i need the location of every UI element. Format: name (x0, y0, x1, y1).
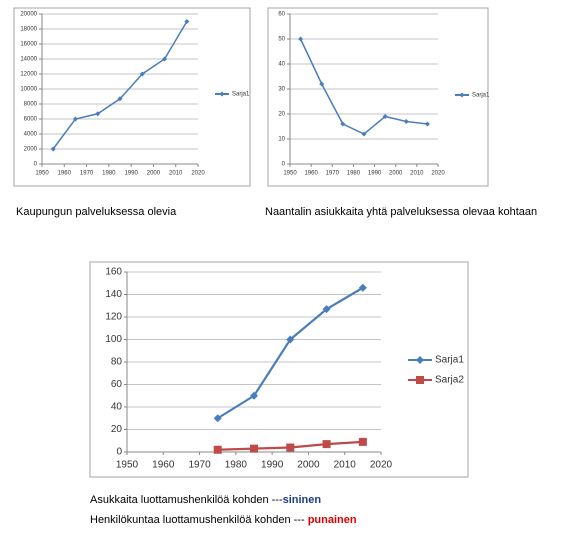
marker (139, 71, 145, 77)
caption: Naantalin asiukkaita yhtä palveluksessa … (265, 206, 538, 218)
legend-label: Sarja1 (232, 92, 250, 98)
x-tick-label: 1950 (283, 171, 297, 177)
y-tick-label: 0 (282, 162, 286, 168)
y-tick-label: 140 (105, 289, 122, 300)
marker (72, 116, 78, 122)
x-tick-label: 1950 (35, 171, 49, 177)
note: Henkilökuntaa luottamushenkilöä kohden -… (90, 514, 357, 526)
marker (322, 305, 331, 314)
y-tick-label: 10 (278, 137, 285, 143)
x-tick-label: 2000 (297, 460, 320, 471)
x-tick-label: 1980 (225, 460, 248, 471)
x-tick-label: 2010 (410, 171, 424, 177)
marker (424, 121, 430, 127)
x-tick-label: 1990 (261, 460, 284, 471)
y-tick-label: 60 (278, 12, 285, 18)
chart-frame (89, 261, 469, 478)
marker (322, 440, 331, 449)
x-tick-label: 1960 (304, 171, 318, 177)
y-tick-label: 20 (111, 424, 123, 435)
marker (250, 444, 258, 453)
y-tick-label: 120 (105, 312, 122, 323)
x-tick-label: 2000 (389, 171, 403, 177)
chart-frame (267, 7, 489, 187)
y-tick-label: 80 (111, 357, 123, 368)
y-tick-label: 2000 (24, 147, 38, 153)
y-tick-label: 14000 (20, 57, 37, 63)
x-tick-label: 1990 (368, 171, 382, 177)
marker (358, 283, 367, 292)
y-tick-label: 20000 (20, 12, 37, 18)
y-tick-label: 100 (105, 334, 122, 345)
y-tick-label: 16000 (20, 42, 37, 48)
x-tick-label: 1990 (124, 171, 138, 177)
x-tick-label: 1970 (80, 171, 94, 177)
marker (361, 131, 367, 137)
legend-marker (416, 356, 424, 364)
x-tick-label: 1960 (152, 460, 175, 471)
y-tick-label: 10000 (20, 87, 37, 93)
x-tick-label: 2000 (147, 171, 161, 177)
y-tick-label: 8000 (24, 102, 38, 108)
chart-frame (13, 7, 251, 187)
y-tick-label: 4000 (24, 132, 38, 138)
caption: Kaupungun palveluksessa olevia (16, 206, 177, 218)
marker (213, 445, 222, 454)
marker (358, 437, 367, 446)
legend-marker (219, 91, 225, 97)
legend-label: Sarja1 (435, 355, 464, 366)
note-color: sininen (282, 494, 322, 506)
y-tick-label: 0 (34, 162, 38, 168)
legend-label: Sarja2 (435, 375, 464, 386)
legend-marker (416, 376, 424, 384)
charts: 0200040006000800010000120001400016000180… (13, 7, 490, 478)
y-tick-label: 20 (278, 112, 285, 118)
x-tick-label: 1970 (188, 460, 211, 471)
y-tick-label: 40 (111, 402, 123, 413)
y-tick-label: 30 (278, 87, 285, 93)
marker (286, 335, 295, 344)
x-tick-label: 2010 (334, 460, 357, 471)
marker (162, 56, 168, 62)
marker (298, 36, 304, 42)
x-tick-label: 1980 (347, 171, 361, 177)
y-tick-label: 160 (105, 267, 122, 278)
marker (340, 121, 346, 127)
y-tick-label: 0 (116, 447, 122, 458)
marker (50, 146, 56, 152)
x-tick-label: 1960 (58, 171, 72, 177)
x-tick-label: 1980 (102, 171, 116, 177)
marker (250, 391, 258, 400)
marker (213, 414, 222, 423)
x-tick-label: 2010 (169, 171, 183, 177)
x-tick-label: 2020 (370, 460, 393, 471)
y-tick-label: 60 (111, 379, 123, 390)
marker (286, 443, 295, 452)
y-tick-label: 12000 (20, 72, 37, 78)
marker (403, 119, 409, 124)
note: Asukkaita luottamushenkilöä kohden ---si… (90, 494, 321, 506)
x-tick-label: 1970 (326, 171, 340, 177)
x-tick-label: 2020 (191, 171, 205, 177)
marker (184, 19, 190, 24)
x-tick-label: 1950 (116, 460, 139, 471)
marker (95, 111, 101, 117)
note-text: Asukkaita luottamushenkilöä kohden --- (90, 494, 283, 506)
y-tick-label: 50 (278, 37, 285, 43)
y-tick-label: 6000 (24, 117, 38, 123)
y-tick-label: 18000 (20, 27, 37, 33)
y-tick-label: 40 (278, 62, 285, 68)
legend-marker (459, 92, 465, 98)
marker (319, 81, 325, 87)
note-color: punainen (307, 514, 357, 526)
marker (382, 114, 388, 119)
x-tick-label: 2020 (431, 171, 445, 177)
legend-label: Sarja1 (472, 93, 490, 99)
note-text: Henkilökuntaa luottamushenkilöä kohden -… (90, 514, 308, 526)
marker (117, 96, 123, 102)
